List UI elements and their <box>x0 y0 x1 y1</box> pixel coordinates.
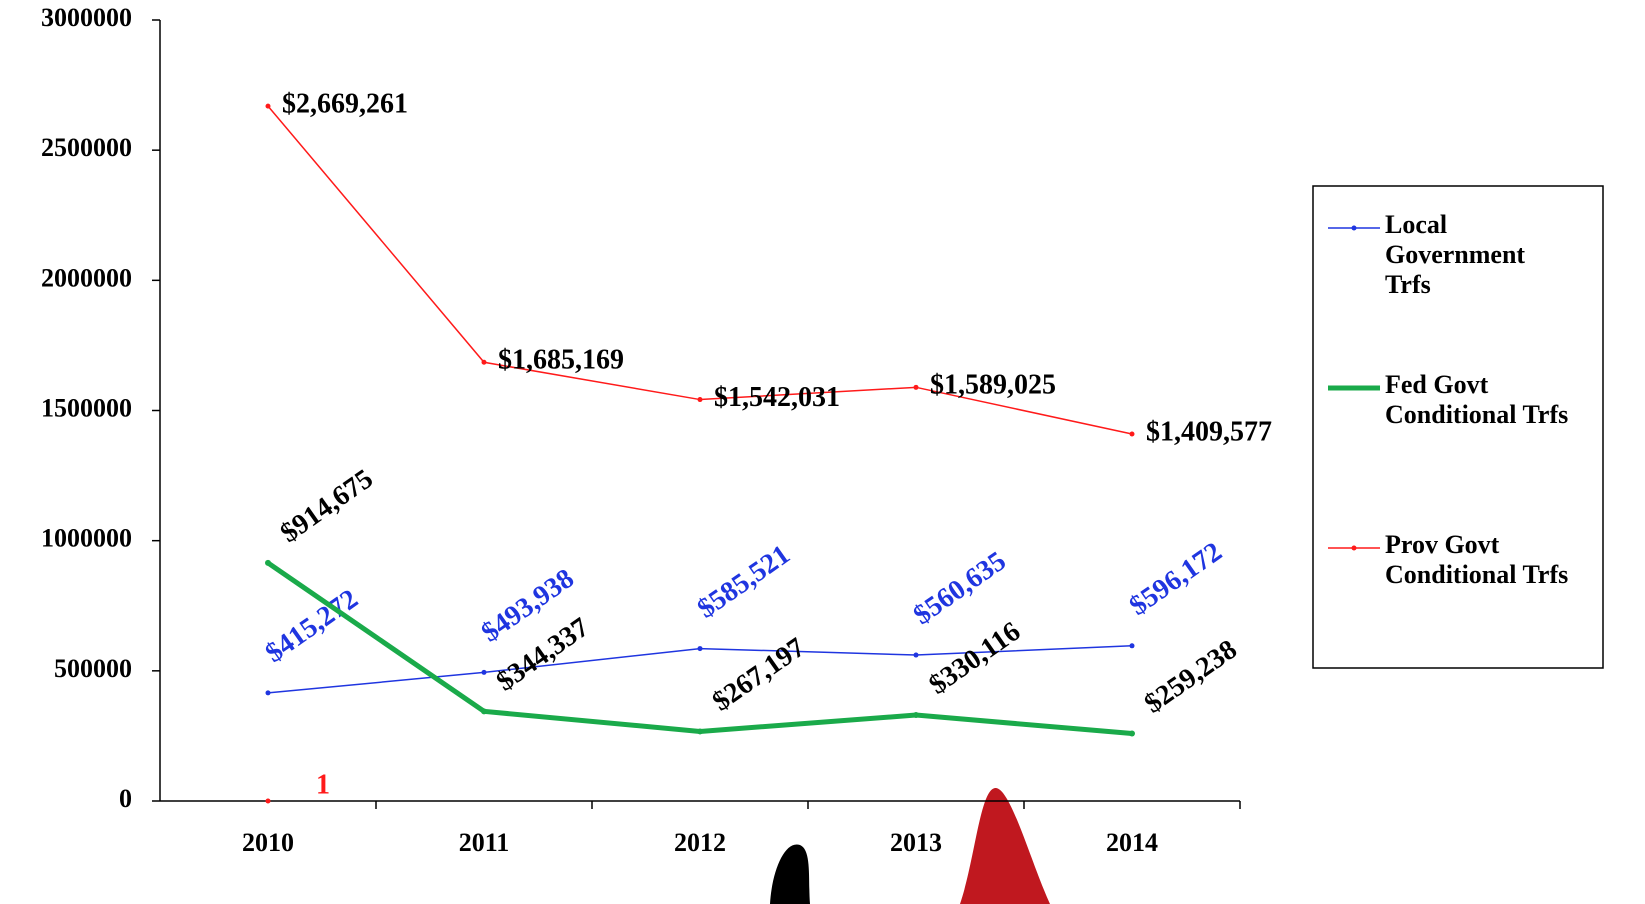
point <box>481 708 487 715</box>
legend-label: Fed Govt Conditional Trfs <box>1385 370 1569 429</box>
x-tick-label: 2013 <box>890 828 942 857</box>
legend-marker <box>1351 385 1357 391</box>
legend-label: Local Government Trfs <box>1385 210 1526 299</box>
point <box>913 712 919 719</box>
data-label: $1,542,031 <box>714 382 840 413</box>
point <box>481 669 487 675</box>
point <box>913 652 919 658</box>
y-tick-label: 1500000 <box>41 393 132 422</box>
y-tick-label: 2500000 <box>41 133 132 162</box>
legend-marker <box>1351 225 1357 231</box>
point <box>265 559 271 566</box>
data-label: $2,669,261 <box>282 89 408 120</box>
point <box>1129 431 1135 437</box>
data-label: $1,589,025 <box>930 370 1056 401</box>
data-label: $415,272 <box>260 583 364 669</box>
data-label: $914,675 <box>275 463 379 549</box>
y-tick-label: 1000000 <box>41 524 132 553</box>
x-tick-label: 2010 <box>242 828 294 857</box>
point <box>1129 730 1135 737</box>
data-label: $560,635 <box>908 546 1012 632</box>
x-tick-label: 2011 <box>459 828 510 857</box>
decoration <box>770 844 810 904</box>
data-label: $596,172 <box>1124 536 1228 622</box>
point <box>481 359 487 365</box>
point <box>697 728 703 735</box>
data-label: $1,685,169 <box>498 345 624 376</box>
y-tick-label: 2000000 <box>41 263 132 292</box>
data-label: $267,197 <box>707 632 811 718</box>
point <box>1129 643 1135 649</box>
data-label: 1 <box>316 769 330 800</box>
point <box>265 798 271 804</box>
x-tick-label: 2012 <box>674 828 726 857</box>
data-label: $585,521 <box>692 539 796 625</box>
data-label: $1,409,577 <box>1146 416 1272 447</box>
data-label: $259,238 <box>1139 634 1243 720</box>
y-tick-label: 0 <box>119 784 132 813</box>
data-label: $330,116 <box>924 616 1027 701</box>
point <box>265 690 271 696</box>
y-tick-label: 3000000 <box>41 3 132 32</box>
y-tick-label: 500000 <box>54 654 132 683</box>
decoration <box>960 787 1050 904</box>
legend-marker <box>1351 545 1357 551</box>
point <box>265 103 271 109</box>
point <box>697 397 703 403</box>
legend-label: Prov Govt Conditional Trfs <box>1385 530 1569 589</box>
legend-box <box>1312 185 1604 669</box>
point <box>697 646 703 652</box>
point <box>913 384 919 390</box>
x-tick-label: 2014 <box>1106 828 1158 857</box>
